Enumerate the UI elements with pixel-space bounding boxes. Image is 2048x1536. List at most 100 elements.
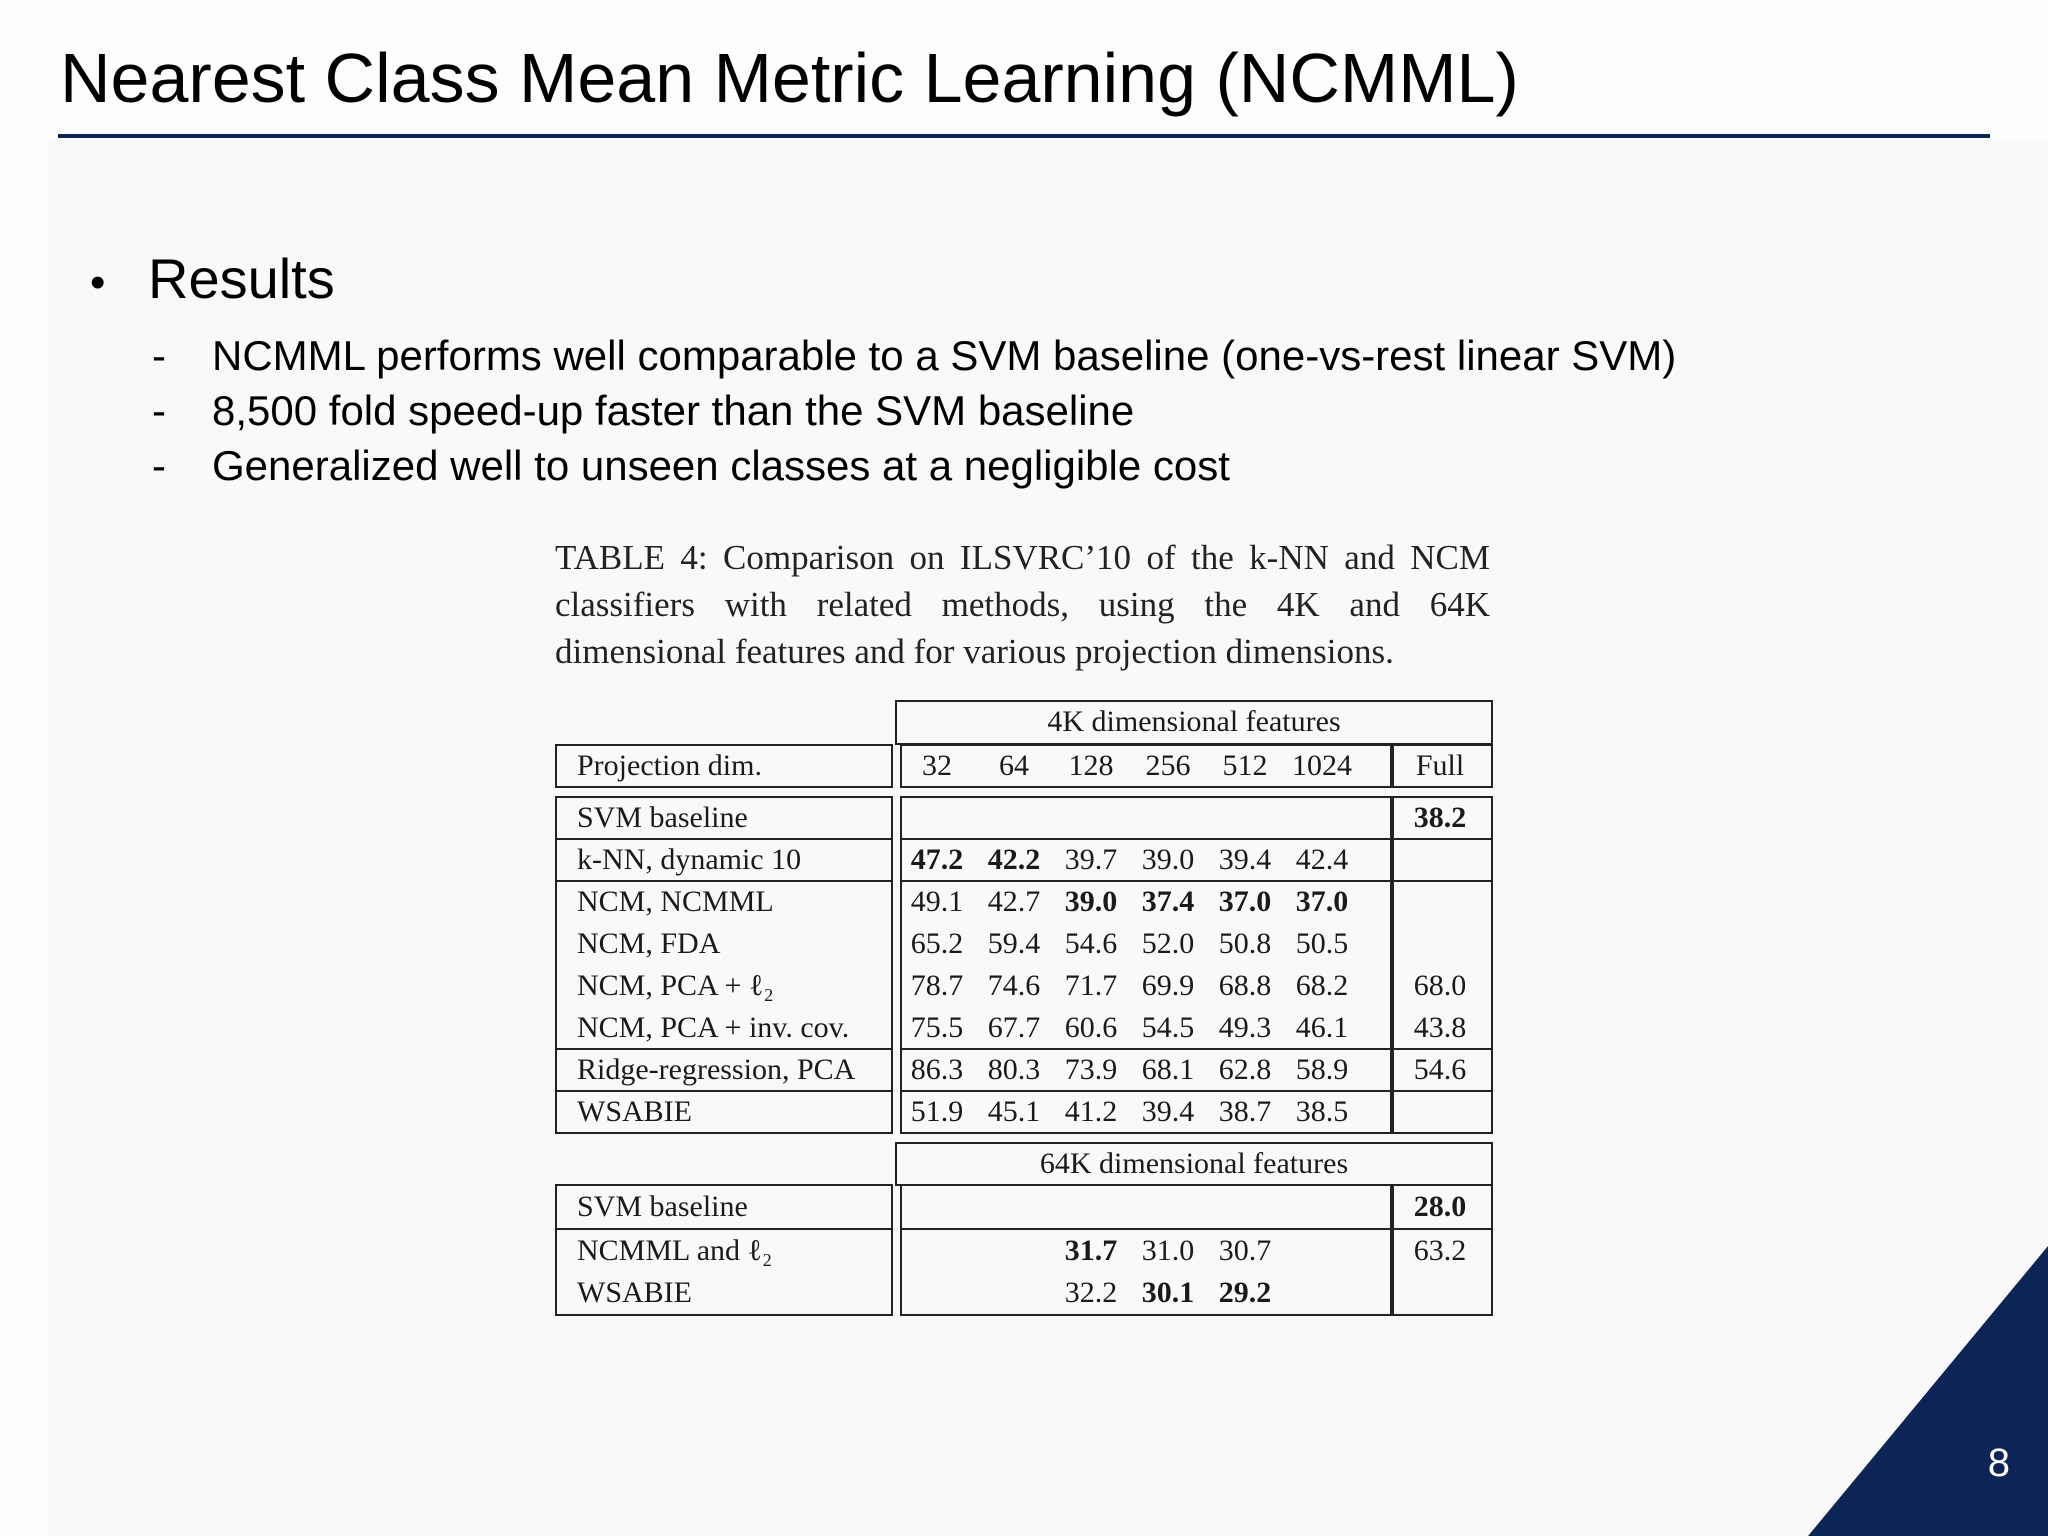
proj-full-box: [1392, 744, 1493, 788]
table-cell: 39.4: [1218, 843, 1272, 876]
row-group-values-box: [900, 796, 1392, 840]
bullet-results: • Results: [90, 246, 335, 311]
row-group-values-box: [900, 1228, 1392, 1316]
table-cell: 39.7: [1064, 843, 1118, 876]
table-cell: 42.4: [1295, 843, 1349, 876]
table-cell: 75.5: [910, 1011, 964, 1044]
subpoint-text: 8,500 fold speed-up faster than the SVM …: [212, 386, 1135, 434]
proj-label-box: [555, 744, 893, 788]
full-header: Full: [1415, 749, 1465, 782]
table-cell: 38.7: [1218, 1095, 1272, 1128]
proj-label: Projection dim.: [577, 749, 762, 782]
slide-title: Nearest Class Mean Metric Learning (NCMM…: [60, 39, 1519, 117]
table-cell: 31.7: [1064, 1234, 1118, 1267]
table-cell: 41.2: [1064, 1095, 1118, 1128]
header-4k: 4K dimensional features: [1047, 705, 1341, 738]
table-cell: 54.6: [1064, 927, 1118, 960]
proj-dims-box: [900, 744, 1392, 788]
table-cell: 80.3: [987, 1053, 1041, 1086]
table-cell: 30.7: [1218, 1234, 1272, 1267]
table-cell-full: 68.0: [1413, 969, 1467, 1002]
table-cell: 42.2: [987, 843, 1041, 876]
table-cell-full: 28.0: [1413, 1190, 1467, 1223]
table-cell: 42.7: [987, 885, 1041, 918]
page-number: 8: [1987, 1441, 2010, 1485]
table-cell: 62.8: [1218, 1053, 1272, 1086]
results-table: 4K dimensional features Projection dim. 32…: [555, 0, 1495, 1330]
row-name: NCM, FDA: [577, 927, 721, 960]
table-cell: 47.2: [910, 843, 964, 876]
row-name: SVM baseline: [577, 1190, 748, 1223]
table-cell: 51.9: [910, 1095, 964, 1128]
dim-header: 256: [1145, 749, 1191, 782]
table-cell-full: 43.8: [1413, 1011, 1467, 1044]
table-cell: 78.7: [910, 969, 964, 1002]
row-name: NCM, NCMML: [577, 885, 774, 918]
table-cell: 37.0: [1218, 885, 1272, 918]
row-name: WSABIE: [577, 1276, 692, 1309]
table-cell: 60.6: [1064, 1011, 1118, 1044]
table-cell: 37.4: [1141, 885, 1195, 918]
header-64k: 64K dimensional features: [1039, 1147, 1349, 1180]
table-cell: 59.4: [987, 927, 1041, 960]
table-cell: 37.0: [1295, 885, 1349, 918]
row-name: NCM, PCA + inv. cov.: [577, 1011, 850, 1044]
subpoint-text: Generalized well to unseen classes at a …: [212, 441, 1230, 489]
bullet-icon: •: [90, 258, 106, 308]
table-cell: 29.2: [1218, 1276, 1272, 1309]
table-cell: 69.9: [1141, 969, 1195, 1002]
table-cell: 31.0: [1141, 1234, 1195, 1267]
subpoint-item: - Generalized well to unseen classes at a…: [152, 441, 1230, 489]
table-cell: 49.3: [1218, 1011, 1272, 1044]
table-cell: 30.1: [1141, 1276, 1195, 1309]
table-cell: 68.2: [1295, 969, 1349, 1002]
row-name: SVM baseline: [577, 801, 748, 834]
row-group-name-box: [555, 1090, 893, 1134]
row-group-full-box: [1392, 838, 1493, 882]
row-name: Ridge-regression, PCA: [577, 1053, 856, 1086]
dim-header: 512: [1222, 749, 1268, 782]
table-cell: 73.9: [1064, 1053, 1118, 1086]
table-cell: 58.9: [1295, 1053, 1349, 1086]
table-cell: 74.6: [987, 969, 1041, 1002]
row-group-full-box: [1392, 1090, 1493, 1134]
row-name: WSABIE: [577, 1095, 692, 1128]
table-cell-full: 63.2: [1413, 1234, 1467, 1267]
table-caption: TABLE 4: Comparison on ILSVRC’10 of the …: [555, 538, 1490, 671]
table-cell: 68.1: [1141, 1053, 1195, 1086]
subpoint-list: - NCMML performs well comparable to a SVM…: [152, 328, 1676, 493]
row-group-name-box: [555, 1228, 893, 1316]
dim-header: 1024: [1292, 749, 1352, 782]
table-cell: 32.2: [1064, 1276, 1118, 1309]
table-cell: 39.4: [1141, 1095, 1195, 1128]
dim-header: 128: [1068, 749, 1114, 782]
table-cell: 46.1: [1295, 1011, 1349, 1044]
row-name: k-NN, dynamic 10: [577, 843, 802, 876]
table-cell: 54.5: [1141, 1011, 1195, 1044]
table-cell: 49.1: [910, 885, 964, 918]
dim-header: 64: [999, 749, 1029, 782]
table-cell: 39.0: [1141, 843, 1195, 876]
table-cell: 65.2: [910, 927, 964, 960]
subpoint-item: -8,500 fold speed-up faster than the SVM…: [152, 386, 1135, 434]
table-cell: 68.8: [1218, 969, 1272, 1002]
title-underline: [58, 134, 1990, 138]
row-name: NCMML and ℓ₂: [577, 1234, 773, 1267]
row-group-values-box: [900, 1090, 1392, 1134]
bullet-label: Results: [148, 247, 335, 310]
subpoint-item: - NCMML performs well comparable to a SVM…: [152, 331, 1677, 379]
table-cell: 71.7: [1064, 969, 1118, 1002]
subpoint-text: NCMML performs well comparable to a SVM …: [212, 331, 1677, 379]
table-cell: 39.0: [1064, 885, 1118, 918]
table-cell-full: 54.6: [1413, 1053, 1467, 1086]
table-cell: 52.0: [1141, 927, 1195, 960]
table-cell: 50.5: [1295, 927, 1349, 960]
row-group-full-box: [1392, 1228, 1493, 1316]
corner-decoration: [1808, 1246, 2048, 1536]
row-group-values-box: [900, 1184, 1392, 1230]
table-cell: 45.1: [987, 1095, 1041, 1128]
table-cell-full: 38.2: [1413, 801, 1467, 834]
dim-header: 32: [922, 749, 952, 782]
table-cell: 50.8: [1218, 927, 1272, 960]
row-name: NCM, PCA + ℓ₂: [577, 969, 774, 1002]
